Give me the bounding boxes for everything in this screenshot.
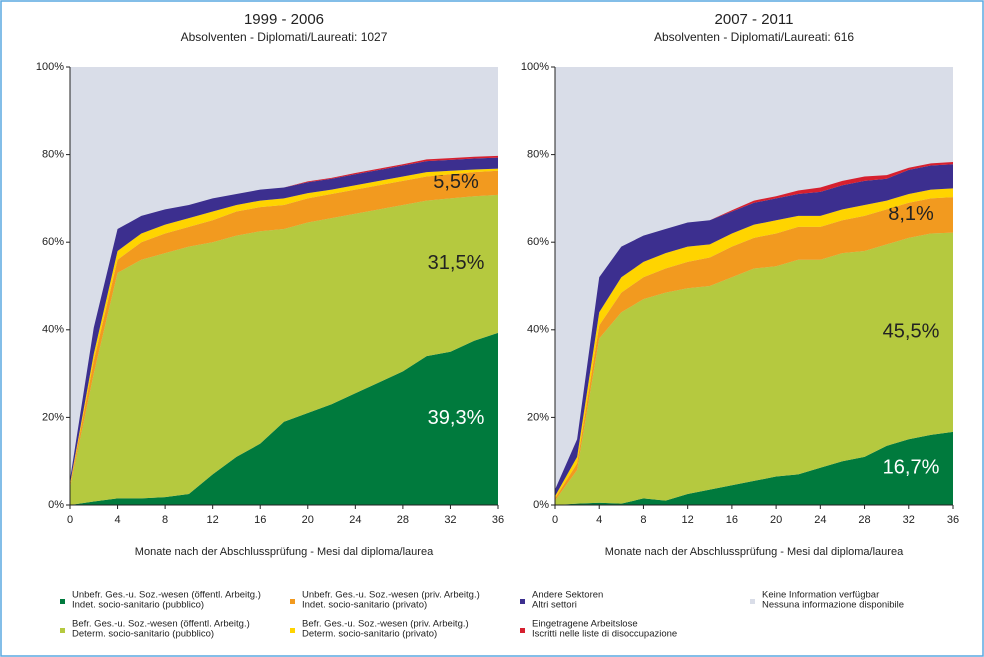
y-tick-label: 60% bbox=[42, 236, 64, 248]
area bbox=[70, 332, 498, 505]
y-tick-label: 100% bbox=[36, 61, 64, 73]
legend-label: Unbefr. Ges.-u. Soz.-wesen (priv. Arbeit… bbox=[302, 590, 480, 601]
x-tick-label: 4 bbox=[114, 514, 120, 526]
x-tick-label: 20 bbox=[770, 514, 782, 526]
end-label: 45,5% bbox=[883, 320, 940, 342]
legend-label: Keine Information verfügbar bbox=[762, 590, 879, 601]
area bbox=[555, 232, 953, 505]
y-tick-label: 20% bbox=[42, 411, 64, 423]
x-tick-label: 28 bbox=[858, 514, 870, 526]
x-tick-label: 32 bbox=[444, 514, 456, 526]
legend-swatch bbox=[60, 628, 65, 633]
legend-swatch bbox=[60, 599, 65, 604]
legend-label: Indet. socio-sanitario (pubblico) bbox=[72, 600, 204, 611]
legend-label: Eingetragene Arbeitslose bbox=[532, 619, 638, 630]
chart-subtitle: Absolventen - Diplomati/Laureati: 1027 bbox=[181, 30, 388, 44]
x-tick-label: 12 bbox=[207, 514, 219, 526]
legend-swatch bbox=[520, 599, 525, 604]
x-tick-label: 8 bbox=[640, 514, 646, 526]
end-label: 5,5% bbox=[433, 171, 479, 193]
legend-swatch bbox=[520, 628, 525, 633]
x-tick-label: 0 bbox=[67, 514, 73, 526]
end-label: 8,1% bbox=[888, 203, 934, 225]
end-label: 16,7% bbox=[883, 457, 940, 479]
legend-label: Determ. socio-sanitario (pubblico) bbox=[72, 629, 214, 640]
x-tick-label: 0 bbox=[552, 514, 558, 526]
x-tick-label: 20 bbox=[302, 514, 314, 526]
chart-title: 1999 - 2006 bbox=[244, 11, 324, 28]
x-tick-label: 16 bbox=[726, 514, 738, 526]
end-label: 31,5% bbox=[428, 252, 485, 274]
legend-swatch bbox=[750, 599, 755, 604]
x-tick-label: 12 bbox=[682, 514, 694, 526]
x-tick-label: 36 bbox=[947, 514, 959, 526]
y-tick-label: 100% bbox=[521, 61, 549, 73]
y-tick-label: 40% bbox=[527, 324, 549, 336]
x-tick-label: 36 bbox=[492, 514, 504, 526]
legend-label: Andere Sektoren bbox=[532, 590, 603, 601]
y-tick-label: 60% bbox=[527, 236, 549, 248]
chart-subtitle: Absolventen - Diplomati/Laureati: 616 bbox=[654, 30, 854, 44]
x-tick-label: 8 bbox=[162, 514, 168, 526]
x-tick-label: 4 bbox=[596, 514, 602, 526]
area bbox=[70, 194, 498, 505]
x-axis-label: Monate nach der Abschlussprüfung - Mesi … bbox=[605, 546, 904, 558]
legend-swatch bbox=[290, 628, 295, 633]
x-tick-label: 16 bbox=[254, 514, 266, 526]
y-tick-label: 40% bbox=[42, 324, 64, 336]
area bbox=[555, 164, 953, 497]
x-tick-label: 24 bbox=[814, 514, 826, 526]
y-tick-label: 20% bbox=[527, 411, 549, 423]
x-axis-label: Monate nach der Abschlussprüfung - Mesi … bbox=[135, 546, 434, 558]
end-label: 39,3% bbox=[428, 407, 485, 429]
area bbox=[555, 188, 953, 499]
x-tick-label: 28 bbox=[397, 514, 409, 526]
legend-label: Unbefr. Ges.-u. Soz.-wesen (öffentl. Arb… bbox=[72, 590, 261, 601]
legend-label: Befr. Ges.-u. Soz.-wesen (priv. Arbeitg.… bbox=[302, 619, 469, 630]
area bbox=[555, 431, 953, 505]
y-tick-label: 0% bbox=[533, 499, 549, 511]
legend-label: Befr. Ges.-u. Soz.-wesen (öffentl. Arbei… bbox=[72, 619, 250, 630]
legend-label: Determ. socio-sanitario (privato) bbox=[302, 629, 437, 640]
y-tick-label: 0% bbox=[48, 499, 64, 511]
x-tick-label: 32 bbox=[903, 514, 915, 526]
legend-swatch bbox=[290, 599, 295, 604]
chart-title: 2007 - 2011 bbox=[715, 11, 794, 28]
area bbox=[555, 197, 953, 501]
legend-label: Indet. socio-sanitario (privato) bbox=[302, 600, 427, 611]
y-tick-label: 80% bbox=[527, 149, 549, 161]
legend-label: Nessuna informazione disponibile bbox=[762, 600, 904, 611]
legend-label: Altri settori bbox=[532, 600, 577, 611]
y-tick-label: 80% bbox=[42, 149, 64, 161]
x-tick-label: 24 bbox=[349, 514, 361, 526]
legend-label: Iscritti nelle liste di disoccupazione bbox=[532, 629, 677, 640]
